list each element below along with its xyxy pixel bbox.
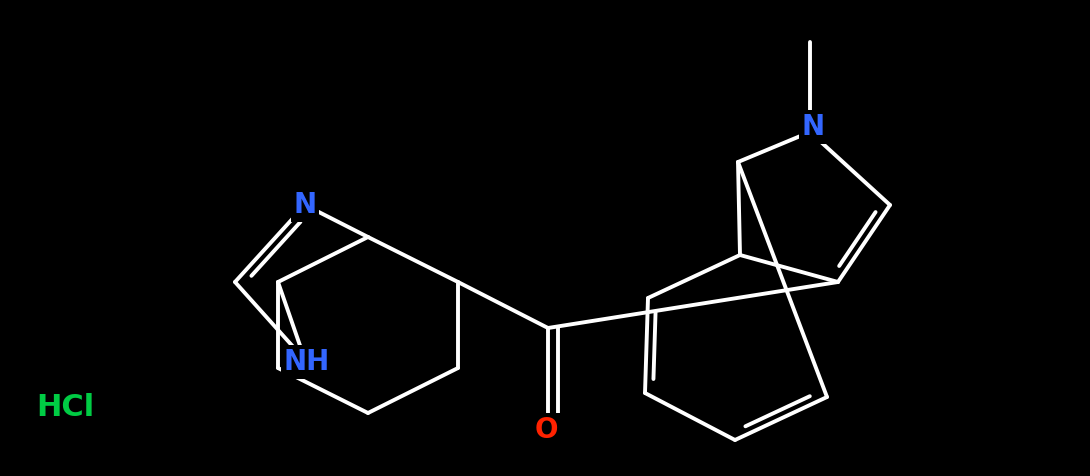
Text: N: N: [293, 191, 316, 219]
Text: HCl: HCl: [36, 394, 94, 423]
Text: O: O: [534, 416, 558, 444]
Text: N: N: [801, 113, 824, 141]
Text: NH: NH: [283, 348, 330, 376]
